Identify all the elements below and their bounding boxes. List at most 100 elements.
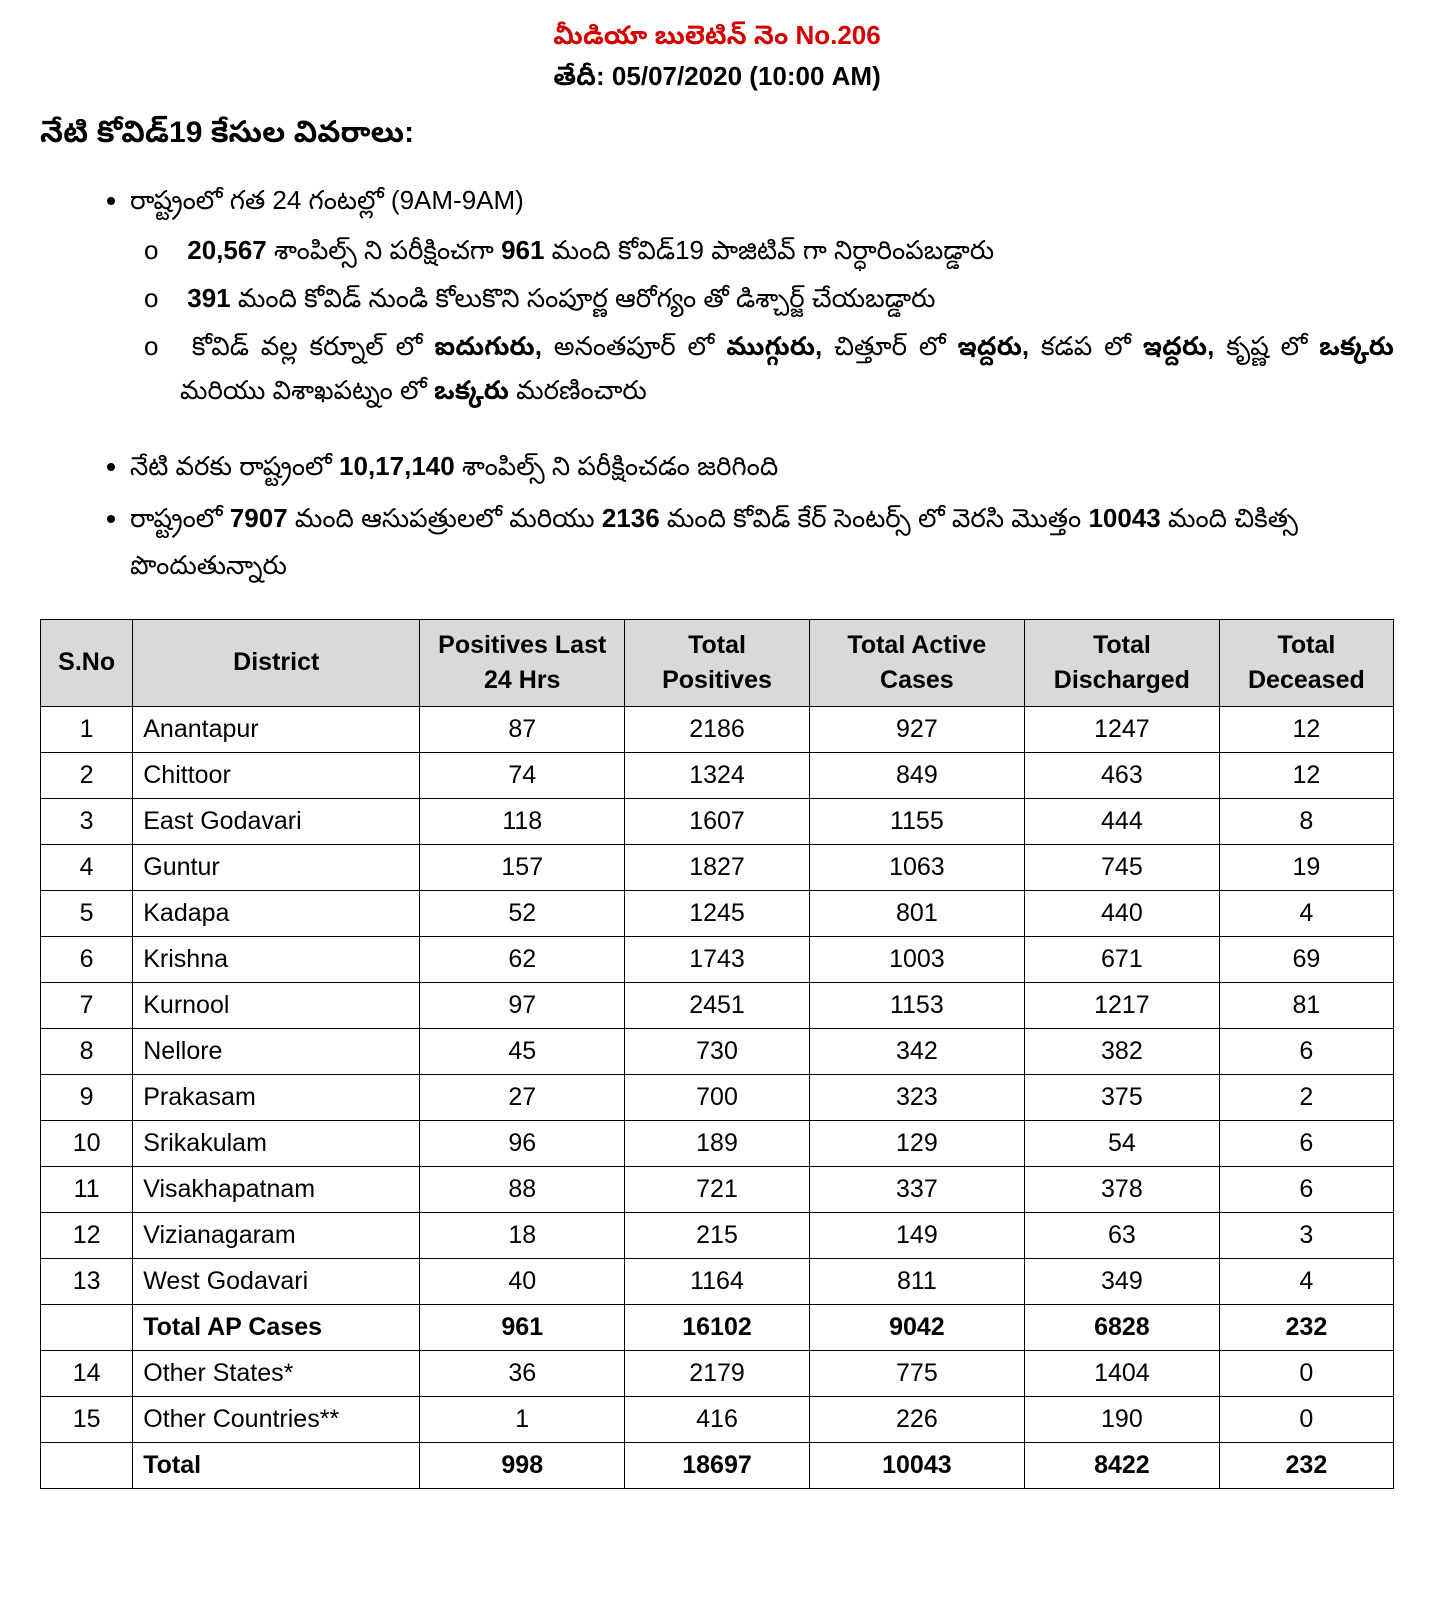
bold-word: ఒక్కరు [1319, 331, 1394, 361]
text: కోవిడ్ వల్ల కర్నూల్ లో [192, 331, 434, 361]
table-cell: 232 [1219, 1304, 1393, 1350]
bulletin-number: మీడియా బులెటిన్ నెం No.206 [40, 20, 1394, 57]
sub-list: 20,567 శాంపిల్స్ ని పరీక్షించగా 961 మంది… [130, 228, 1394, 413]
table-cell: 12 [1219, 706, 1393, 752]
table-cell: 2451 [625, 982, 810, 1028]
table-cell [41, 1442, 133, 1488]
table-cell: 1827 [625, 844, 810, 890]
bullet-list: రాష్ట్రంలో గత 24 గంటల్లో (9AM-9AM) 20,56… [40, 177, 1394, 413]
col-header: S.No [41, 619, 133, 706]
table-cell: 18697 [625, 1442, 810, 1488]
table-cell: 6 [1219, 1028, 1393, 1074]
covid-table: S.NoDistrictPositives Last 24 HrsTotal P… [40, 619, 1394, 1489]
col-header: Positives Last 24 Hrs [420, 619, 625, 706]
table-cell: Total [133, 1442, 420, 1488]
table-cell: 36 [420, 1350, 625, 1396]
table-cell: 18 [420, 1212, 625, 1258]
date-value: : 05/07/2020 (10:00 AM) [596, 61, 881, 91]
table-cell: 10043 [809, 1442, 1024, 1488]
table-cell: 1607 [625, 798, 810, 844]
bold-number: 10,17,140 [339, 451, 455, 481]
table-cell [41, 1304, 133, 1350]
table-cell: 88 [420, 1166, 625, 1212]
table-cell: 54 [1025, 1120, 1220, 1166]
table-cell: 4 [1219, 890, 1393, 936]
table-header: S.NoDistrictPositives Last 24 HrsTotal P… [41, 619, 1394, 706]
table-cell: 8 [1219, 798, 1393, 844]
list-item: రాష్ట్రంలో 7907 మంది ఆసుపత్రులలో మరియు 2… [130, 495, 1394, 589]
bold-number: 961 [501, 235, 544, 265]
table-cell: 189 [625, 1120, 810, 1166]
table-cell: Srikakulam [133, 1120, 420, 1166]
table-cell: 3 [41, 798, 133, 844]
table-cell: 52 [420, 890, 625, 936]
table-cell: 721 [625, 1166, 810, 1212]
table-cell: 0 [1219, 1396, 1393, 1442]
table-cell: 12 [1219, 752, 1393, 798]
text: మరియు విశాఖపట్నం లో [180, 375, 434, 405]
table-cell: 730 [625, 1028, 810, 1074]
table-cell: 1245 [625, 890, 810, 936]
table-cell: 74 [420, 752, 625, 798]
col-header: Total Positives [625, 619, 810, 706]
table-cell: 69 [1219, 936, 1393, 982]
table-cell: 129 [809, 1120, 1024, 1166]
table-cell: 2 [1219, 1074, 1393, 1120]
table-cell: 382 [1025, 1028, 1220, 1074]
list-item: 20,567 శాంపిల్స్ ని పరీక్షించగా 961 మంది… [180, 228, 1394, 272]
list-item: కోవిడ్ వల్ల కర్నూల్ లో ఐదుగురు, అనంతపూర్… [180, 324, 1394, 412]
table-cell: 3 [1219, 1212, 1393, 1258]
table-cell: 27 [420, 1074, 625, 1120]
table-cell: 81 [1219, 982, 1393, 1028]
table-cell: 1404 [1025, 1350, 1220, 1396]
table-cell: 8 [41, 1028, 133, 1074]
text: కడప లో [1029, 331, 1143, 361]
table-cell: Vizianagaram [133, 1212, 420, 1258]
table-cell: 10 [41, 1120, 133, 1166]
bold-word: ఒక్కరు [434, 375, 509, 405]
table-cell: 11 [41, 1166, 133, 1212]
table-cell: 1324 [625, 752, 810, 798]
table-cell: 45 [420, 1028, 625, 1074]
table-row: 15Other Countries**14162261900 [41, 1396, 1394, 1442]
col-header: Total Active Cases [809, 619, 1024, 706]
table-row: 4Guntur1571827106374519 [41, 844, 1394, 890]
list-item: 391 మంది కోవిడ్ నుండి కోలుకొని సంపూర్ణ ఆ… [180, 276, 1394, 320]
table-cell: 13 [41, 1258, 133, 1304]
table-cell: Other Countries** [133, 1396, 420, 1442]
table-cell: 801 [809, 890, 1024, 936]
table-cell: 463 [1025, 752, 1220, 798]
section-title: నేటి కోవిడ్19 కేసుల వివరాలు: [40, 116, 1394, 157]
table-cell: 323 [809, 1074, 1024, 1120]
table-cell: Kadapa [133, 890, 420, 936]
table-cell: 9042 [809, 1304, 1024, 1350]
bold-word: ముగ్గురు, [726, 331, 822, 361]
table-row: 8Nellore457303423826 [41, 1028, 1394, 1074]
table-cell: 157 [420, 844, 625, 890]
table-cell: 961 [420, 1304, 625, 1350]
table-row: 7Kurnool9724511153121781 [41, 982, 1394, 1028]
table-cell: West Godavari [133, 1258, 420, 1304]
bold-number: 10043 [1088, 503, 1160, 533]
table-row: 14Other States*36217977514040 [41, 1350, 1394, 1396]
text: నేటి వరకు రాష్ట్రంలో [130, 451, 339, 481]
table-cell: 671 [1025, 936, 1220, 982]
text: కృష్ణ లో [1214, 331, 1319, 361]
text: మంది కోవిడ్ నుండి కోలుకొని సంపూర్ణ ఆరోగ్… [231, 283, 936, 313]
table-cell: Nellore [133, 1028, 420, 1074]
table-cell: Kurnool [133, 982, 420, 1028]
table-cell: 9 [41, 1074, 133, 1120]
table-cell: 232 [1219, 1442, 1393, 1488]
date-label: తేదీ [553, 61, 596, 91]
table-header-row: S.NoDistrictPositives Last 24 HrsTotal P… [41, 619, 1394, 706]
table-cell: 6 [1219, 1120, 1393, 1166]
text: రాష్ట్రంలో [130, 503, 230, 533]
bold-number: 20,567 [187, 235, 267, 265]
table-row: 1Anantapur872186927124712 [41, 706, 1394, 752]
table-cell: 0 [1219, 1350, 1393, 1396]
table-cell: 19 [1219, 844, 1393, 890]
table-cell: 2 [41, 752, 133, 798]
table-cell: 1743 [625, 936, 810, 982]
text: అనంతపూర్ లో [542, 331, 726, 361]
bullet-text: రాష్ట్రంలో గత 24 గంటల్లో (9AM-9AM) [130, 185, 524, 215]
